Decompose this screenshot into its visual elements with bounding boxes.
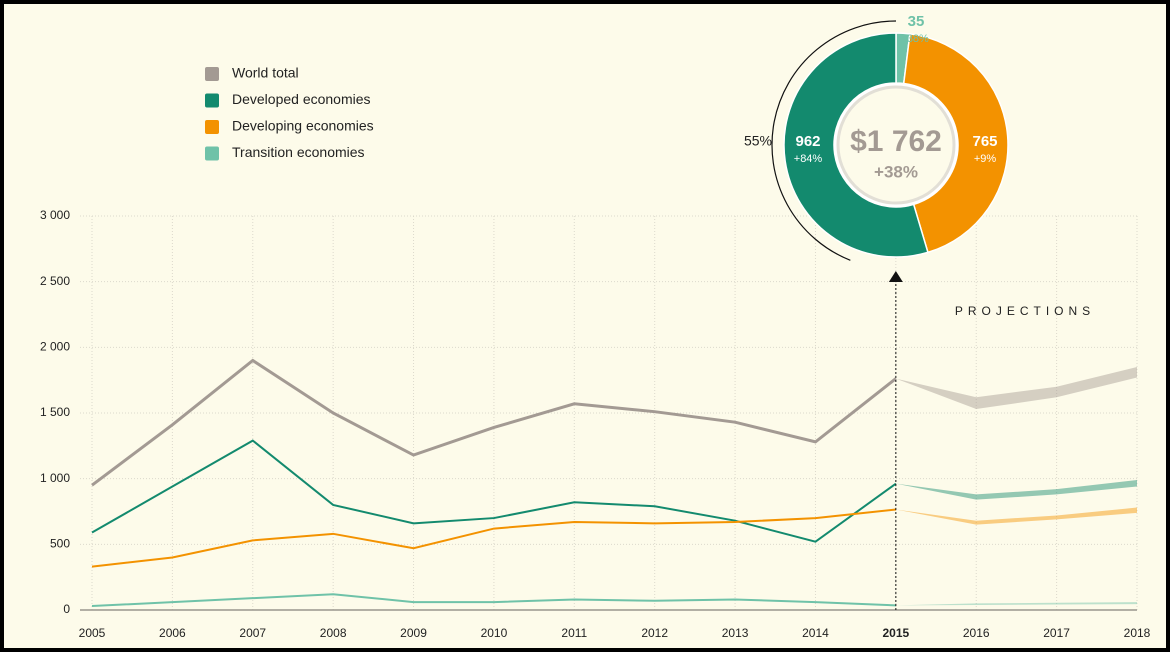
legend-swatch: [205, 120, 219, 134]
donut-value: 35: [908, 13, 925, 30]
projection-band: [895, 602, 1137, 606]
annotation: PROJECTIONS: [955, 304, 1095, 318]
donut-value: 962: [795, 133, 820, 150]
donut-center-ring: [836, 85, 956, 205]
donut-value: 765: [972, 133, 997, 150]
x-tick-label: 2009: [400, 626, 427, 640]
legend-label: Transition economies: [232, 144, 365, 160]
legend-swatch: [205, 67, 219, 81]
donut-total: $1 762: [850, 125, 942, 158]
series-line: [91, 358, 897, 487]
x-tick-label: 2010: [481, 626, 508, 640]
series-line: [91, 593, 896, 608]
x-tick-label: 2017: [1043, 626, 1070, 640]
x-tick-label: 2013: [722, 626, 749, 640]
projection-band: [895, 367, 1137, 410]
share-label: 55%: [744, 133, 772, 149]
legend-label: Developing economies: [232, 118, 374, 134]
series-line: [91, 439, 897, 543]
legend-label: Developed economies: [232, 91, 371, 107]
marker-arrow: [888, 271, 903, 282]
share-bracket: [771, 20, 897, 261]
x-tick-label: 2014: [802, 626, 829, 640]
x-tick-label: 2015: [882, 626, 909, 640]
donut-change: +84%: [794, 153, 823, 165]
y-tick-label: 3 000: [40, 208, 70, 222]
donut-total-change: +38%: [874, 162, 918, 181]
x-tick-label: 2012: [641, 626, 668, 640]
x-tick-label: 2011: [561, 626, 587, 640]
legend-swatch: [205, 93, 219, 108]
x-tick-label: 2006: [159, 626, 186, 640]
x-tick-label: 2016: [963, 626, 990, 640]
series-line: [91, 508, 896, 568]
y-tick-label: 2 000: [40, 340, 70, 354]
y-tick-label: 1 500: [40, 405, 70, 419]
x-tick-label: 2008: [320, 626, 347, 640]
y-tick-label: 0: [63, 602, 70, 616]
y-tick-label: 500: [50, 537, 70, 551]
legend-swatch: [205, 146, 219, 161]
donut-change: +9%: [974, 153, 997, 165]
donut-change: -38%: [903, 33, 929, 45]
projection-band: [895, 479, 1137, 500]
projection-band: [895, 507, 1137, 525]
y-tick-label: 2 500: [40, 274, 70, 288]
x-tick-label: 2007: [239, 626, 266, 640]
legend-label: World total: [232, 65, 299, 81]
x-tick-label: 2018: [1124, 626, 1151, 640]
x-tick-label: 2005: [79, 626, 106, 640]
y-tick-label: 1 000: [40, 471, 70, 485]
